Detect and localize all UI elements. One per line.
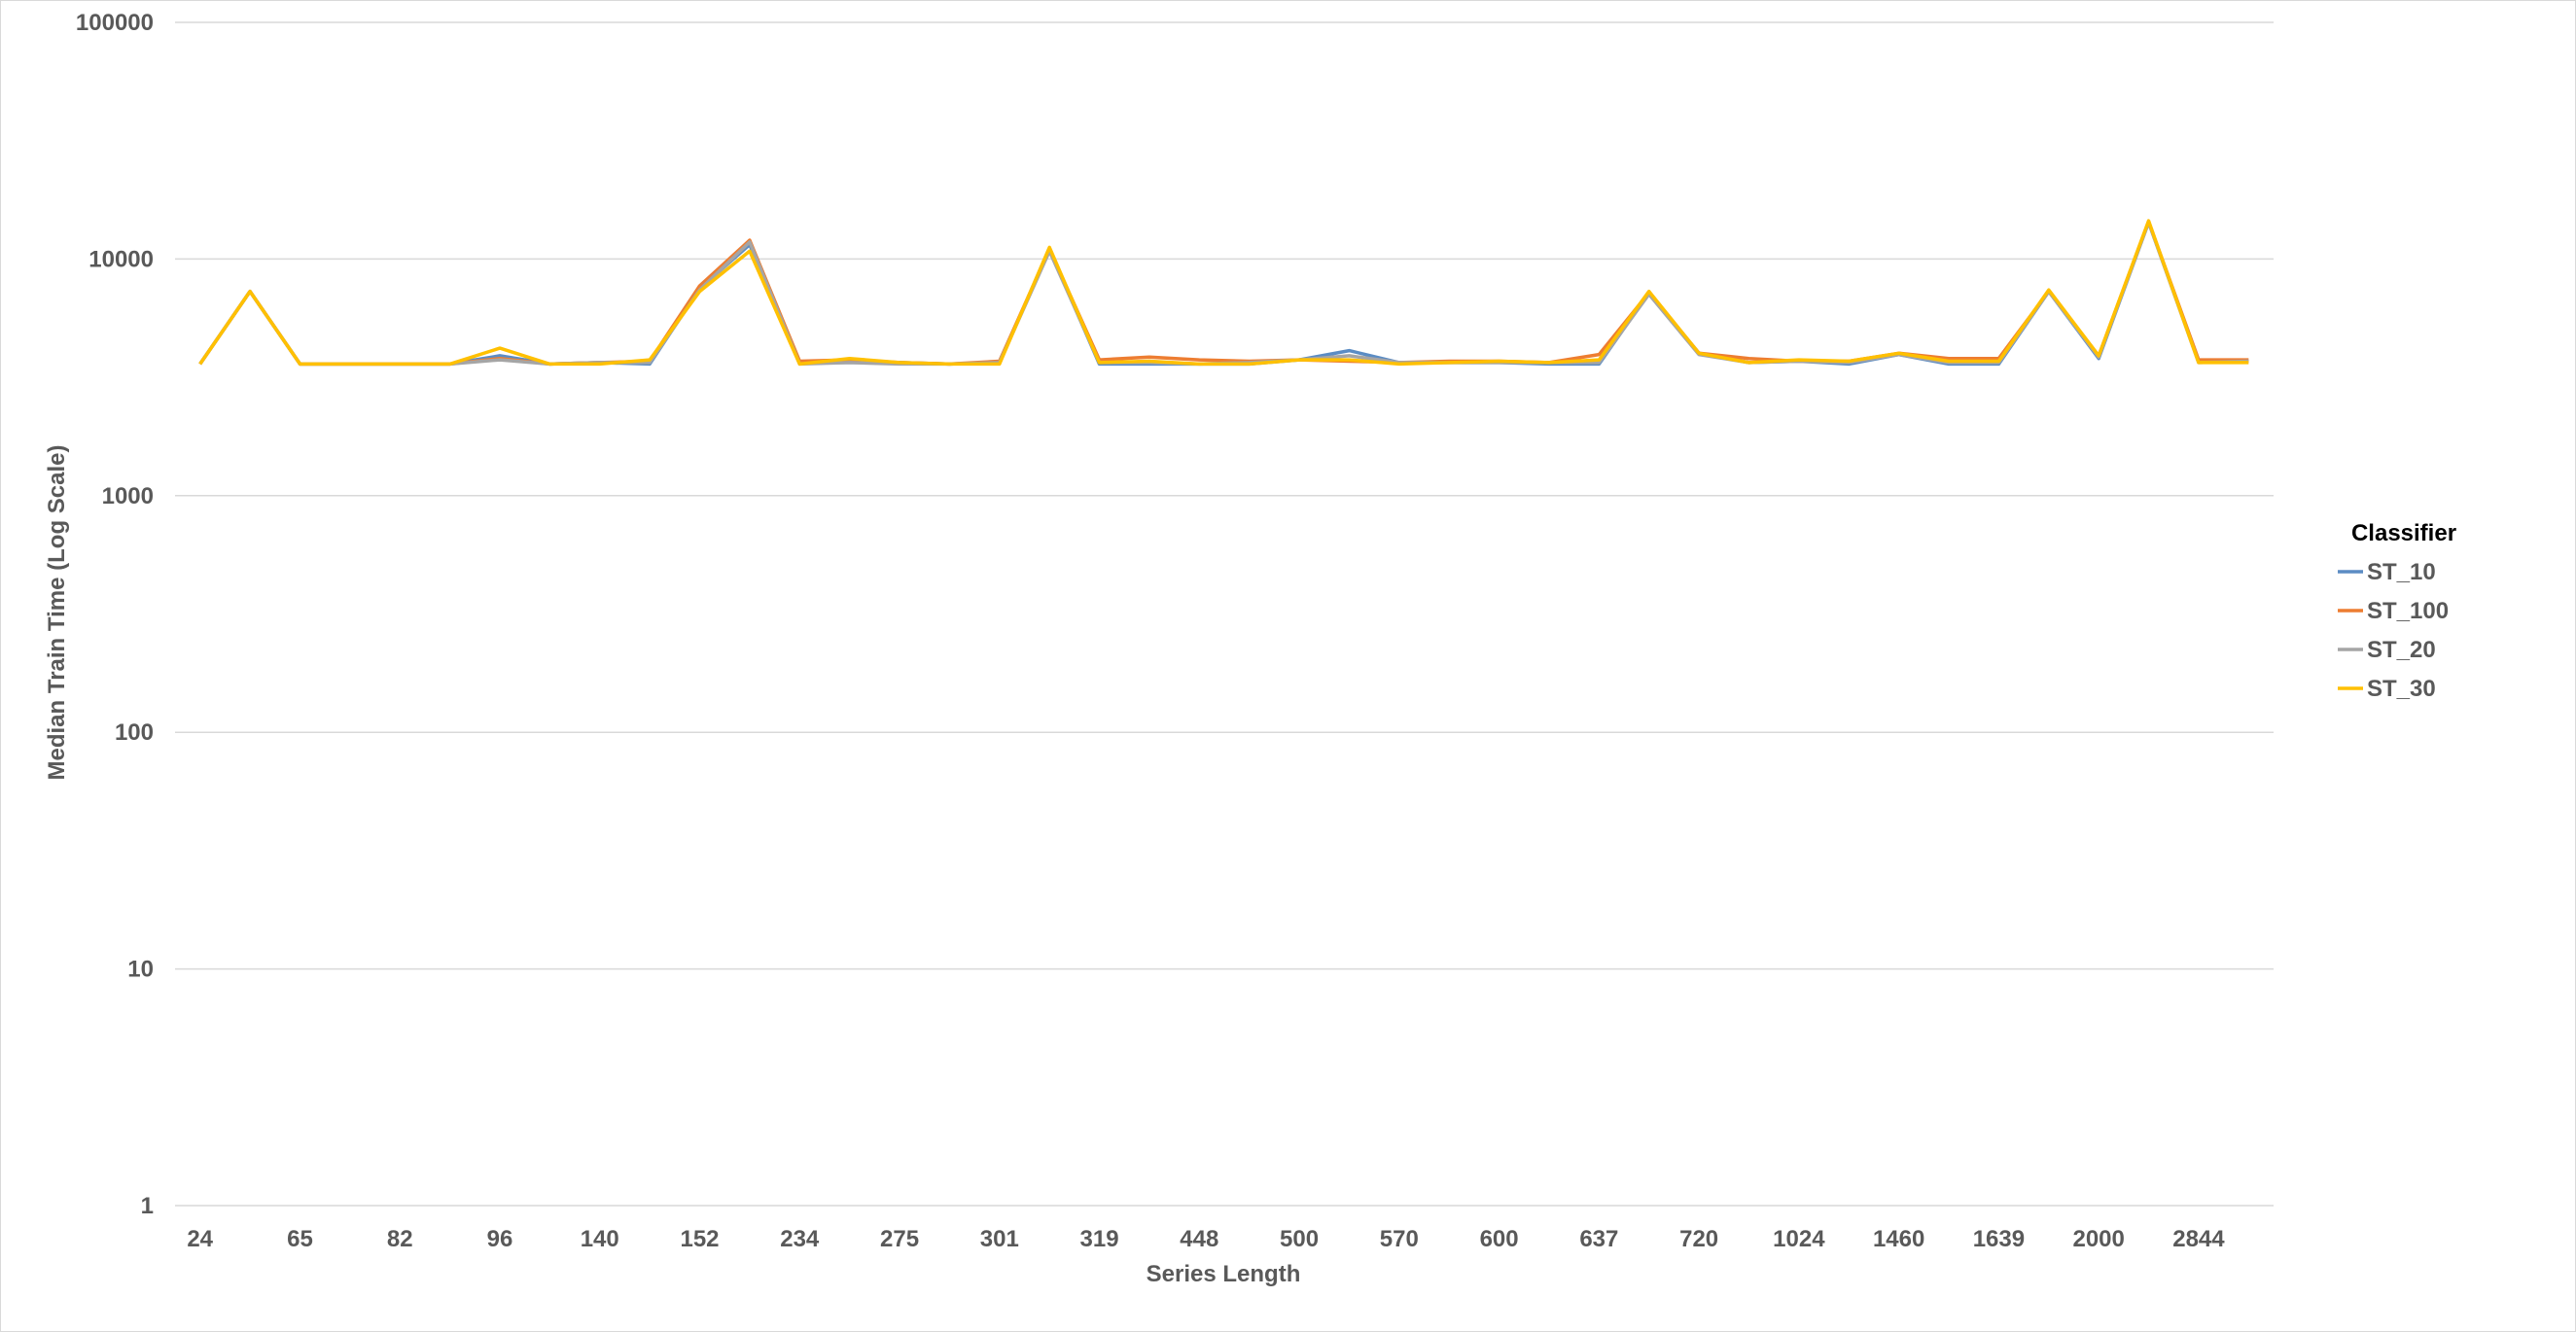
legend-label: ST_10 <box>2367 559 2436 585</box>
y-axis-label: Median Train Time (Log Scale) <box>44 445 70 781</box>
x-tick-label: 96 <box>487 1226 513 1252</box>
x-tick-label: 600 <box>1480 1226 1519 1252</box>
legend-item: ST_100 <box>2338 598 2449 624</box>
x-tick-label: 1460 <box>1873 1226 1924 1252</box>
legend: Classifier ST_10 ST_100 ST_20 ST_30 <box>2338 520 2456 702</box>
y-tick-label: 100 <box>115 719 154 746</box>
x-tick-label: 500 <box>1280 1226 1319 1252</box>
legend-label: ST_20 <box>2367 637 2436 663</box>
gridlines <box>175 21 2274 1207</box>
x-tick-label: 1639 <box>1973 1226 2025 1252</box>
x-axis-tick-labels: 24 65 82 96 140 152 234 275 301 319 448 500 570 600 63… <box>187 1226 2225 1252</box>
y-tick-label: 10 <box>127 957 154 983</box>
y-tick-label: 100000 <box>76 10 154 36</box>
legend-item: ST_10 <box>2338 559 2436 585</box>
x-tick-label: 448 <box>1180 1226 1218 1252</box>
series-line-st-10 <box>198 220 2249 367</box>
legend-item: ST_20 <box>2338 637 2436 663</box>
series-line-st-100 <box>198 220 2249 367</box>
x-tick-label: 301 <box>980 1226 1019 1252</box>
series-lines <box>198 219 2249 367</box>
x-tick-label: 1024 <box>1773 1226 1825 1252</box>
x-tick-label: 140 <box>581 1226 619 1252</box>
legend-items: ST_10 ST_100 ST_20 ST_30 <box>2338 559 2449 702</box>
y-tick-label: 1000 <box>102 483 154 509</box>
x-tick-label: 152 <box>680 1226 719 1252</box>
x-tick-label: 82 <box>387 1226 413 1252</box>
x-tick-label: 637 <box>1579 1226 1618 1252</box>
x-tick-label: 234 <box>780 1226 820 1252</box>
series-line-st-20 <box>198 220 2249 367</box>
y-tick-label: 10000 <box>88 246 154 272</box>
x-tick-label: 2000 <box>2072 1226 2124 1252</box>
series-line-st-30 <box>198 219 2249 367</box>
legend-label: ST_30 <box>2367 676 2436 702</box>
x-tick-label: 2844 <box>2172 1226 2225 1252</box>
legend-label: ST_100 <box>2367 598 2449 624</box>
x-tick-label: 319 <box>1080 1226 1119 1252</box>
y-axis-tick-labels: 1 10 100 1000 10000 100000 <box>76 10 154 1219</box>
x-tick-label: 24 <box>187 1226 213 1252</box>
x-tick-label: 275 <box>880 1226 919 1252</box>
legend-title: Classifier <box>2351 520 2456 546</box>
x-tick-label: 65 <box>287 1226 313 1252</box>
x-tick-label: 720 <box>1679 1226 1718 1252</box>
legend-item: ST_30 <box>2338 676 2436 702</box>
x-axis-label: Series Length <box>1147 1261 1301 1287</box>
x-tick-label: 570 <box>1380 1226 1419 1252</box>
y-tick-label: 1 <box>141 1193 154 1219</box>
